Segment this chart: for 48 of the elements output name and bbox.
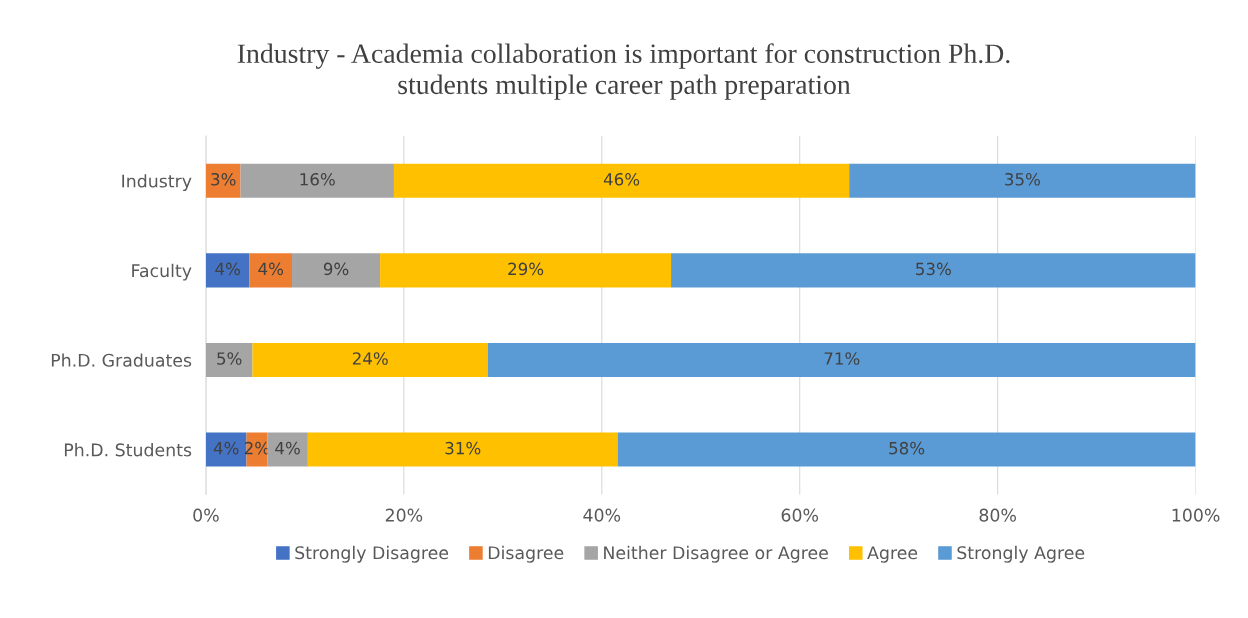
data-label: 31% <box>445 441 481 455</box>
chart-title: Industry - Academia collaboration is important for construction Ph.D. students multiple career path preparation <box>237 43 1010 100</box>
legend-label: Neither Disagree or Agree <box>604 545 828 563</box>
x-tick-label: 20% <box>385 508 423 522</box>
legend-label: Strongly Agree <box>957 545 1085 563</box>
x-tick-label: 100% <box>1172 508 1220 522</box>
legend-label: Agree <box>867 546 918 563</box>
data-label: 4% <box>215 262 240 276</box>
y-tick-label: Industry <box>122 174 192 191</box>
y-tick-label: Ph.D. Students <box>64 443 192 457</box>
y-tick-label: Ph.D. Graduates <box>51 353 192 367</box>
bar <box>205 253 250 288</box>
data-label: 3% <box>211 172 236 186</box>
data-label: 4% <box>258 262 284 276</box>
data-label: 4% <box>213 441 239 455</box>
bar <box>671 253 1196 288</box>
data-label: 35% <box>1005 172 1040 186</box>
data-label: 58% <box>889 441 925 455</box>
bar <box>292 253 381 288</box>
bar <box>380 253 672 288</box>
bar <box>249 253 293 288</box>
data-label: 4% <box>275 441 300 455</box>
bar <box>267 432 308 467</box>
data-label: 46% <box>603 172 640 186</box>
x-tick-label: 80% <box>979 508 1016 522</box>
data-label: 71% <box>824 352 860 365</box>
data-label: 53% <box>916 262 951 276</box>
bar <box>205 163 241 198</box>
x-tick-label: 0% <box>193 508 219 522</box>
data-label: 24% <box>352 352 388 365</box>
bar <box>487 342 1196 378</box>
data-label: 29% <box>508 262 544 276</box>
bar <box>393 163 850 198</box>
data-label: 9% <box>323 262 349 276</box>
bar <box>252 342 488 378</box>
y-tick-label: Faculty <box>132 263 192 281</box>
legend-label: Disagree <box>488 545 564 563</box>
bar <box>849 163 1196 198</box>
data-label: 16% <box>300 172 335 186</box>
bar <box>205 432 247 467</box>
bar <box>205 342 253 378</box>
bar <box>617 432 1196 467</box>
x-tick-label: 60% <box>781 508 819 522</box>
bar <box>240 163 394 198</box>
bar <box>307 432 618 467</box>
x-tick-label: 40% <box>583 508 621 522</box>
data-label: 5% <box>217 352 242 365</box>
legend-label: Strongly Disagree <box>295 545 449 563</box>
